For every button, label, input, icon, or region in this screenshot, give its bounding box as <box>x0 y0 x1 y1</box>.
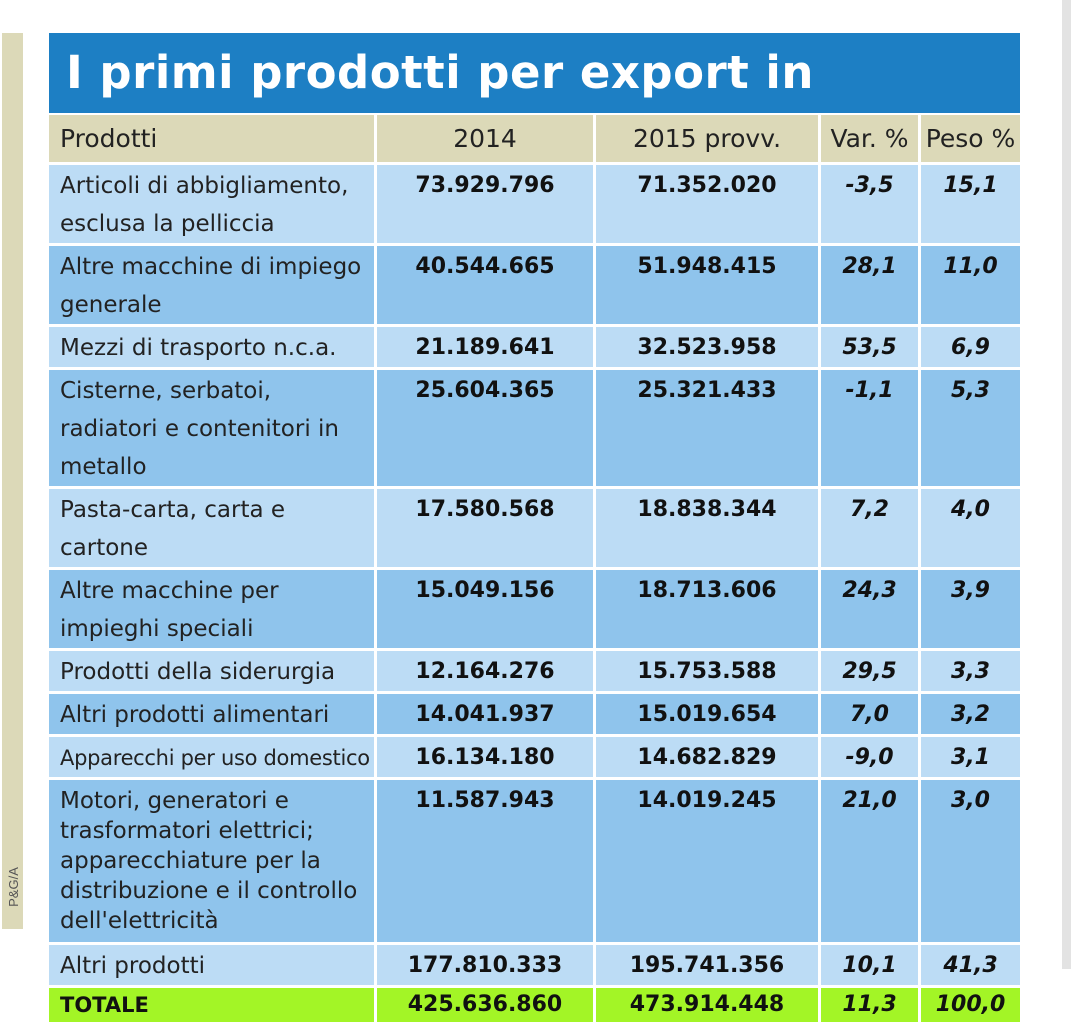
peso-pct: 11,0 <box>921 246 1020 324</box>
total-2015: 473.914.448 <box>596 988 818 1022</box>
peso-pct: 3,0 <box>921 780 1020 942</box>
table-row: Articoli di abbigliamento, esclusa la pe… <box>49 165 1020 243</box>
value-2014: 16.134.180 <box>377 737 593 777</box>
left-margin-rule <box>2 33 23 929</box>
value-2014: 40.544.665 <box>377 246 593 324</box>
product-name: Mezzi di trasporto n.c.a. <box>49 327 374 367</box>
value-2015: 15.753.588 <box>596 651 818 691</box>
value-2015: 18.838.344 <box>596 489 818 567</box>
value-2014: 177.810.333 <box>377 945 593 985</box>
table-row: Altri prodotti alimentari 14.041.937 15.… <box>49 694 1020 734</box>
value-2015: 15.019.654 <box>596 694 818 734</box>
table-row: Mezzi di trasporto n.c.a. 21.189.641 32.… <box>49 327 1020 367</box>
total-peso: 100,0 <box>921 988 1020 1022</box>
col-header-products: Prodotti <box>49 115 374 162</box>
var-pct: 53,5 <box>821 327 918 367</box>
header-row: Prodotti 2014 2015 provv. Var. % Peso % <box>49 115 1020 162</box>
product-name: Altri prodotti <box>49 945 374 985</box>
value-2015: 14.019.245 <box>596 780 818 942</box>
product-name: Motori, generatori e trasformatori elett… <box>49 780 374 942</box>
peso-pct: 3,2 <box>921 694 1020 734</box>
value-2014: 15.049.156 <box>377 570 593 648</box>
table-row: Cisterne, serbatoi, radiatori e contenit… <box>49 370 1020 486</box>
var-pct: -3,5 <box>821 165 918 243</box>
table-row: Altre macchine di impiego generale 40.54… <box>49 246 1020 324</box>
peso-pct: 3,9 <box>921 570 1020 648</box>
var-pct: 21,0 <box>821 780 918 942</box>
product-name: Articoli di abbigliamento, esclusa la pe… <box>49 165 374 243</box>
product-name: Altre macchine di impiego generale <box>49 246 374 324</box>
table-row: Altri prodotti 177.810.333 195.741.356 1… <box>49 945 1020 985</box>
value-2014: 21.189.641 <box>377 327 593 367</box>
value-2015: 71.352.020 <box>596 165 818 243</box>
peso-pct: 5,3 <box>921 370 1020 486</box>
product-name: Pasta-carta, carta e cartone <box>49 489 374 567</box>
total-label: TOTALE <box>49 988 374 1022</box>
var-pct: -1,1 <box>821 370 918 486</box>
product-name: Prodotti della siderurgia <box>49 651 374 691</box>
value-2015: 51.948.415 <box>596 246 818 324</box>
col-header-var: Var. % <box>821 115 918 162</box>
table-row: Motori, generatori e trasformatori elett… <box>49 780 1020 942</box>
value-2014: 12.164.276 <box>377 651 593 691</box>
value-2014: 25.604.365 <box>377 370 593 486</box>
table-row: Altre macchine per impieghi speciali 15.… <box>49 570 1020 648</box>
col-header-peso: Peso % <box>921 115 1020 162</box>
value-2014: 17.580.568 <box>377 489 593 567</box>
value-2014: 73.929.796 <box>377 165 593 243</box>
credit-label: P&G/A <box>6 867 21 907</box>
peso-pct: 3,3 <box>921 651 1020 691</box>
var-pct: 28,1 <box>821 246 918 324</box>
total-2014: 425.636.860 <box>377 988 593 1022</box>
product-name: Altri prodotti alimentari <box>49 694 374 734</box>
var-pct: 7,2 <box>821 489 918 567</box>
value-2015: 18.713.606 <box>596 570 818 648</box>
right-margin-rule <box>1062 0 1071 969</box>
value-2014: 11.587.943 <box>377 780 593 942</box>
col-header-2015: 2015 provv. <box>596 115 818 162</box>
product-name: Cisterne, serbatoi, radiatori e contenit… <box>49 370 374 486</box>
value-2015: 195.741.356 <box>596 945 818 985</box>
value-2015: 14.682.829 <box>596 737 818 777</box>
peso-pct: 15,1 <box>921 165 1020 243</box>
var-pct: 29,5 <box>821 651 918 691</box>
peso-pct: 4,0 <box>921 489 1020 567</box>
peso-pct: 41,3 <box>921 945 1020 985</box>
export-table: Prodotti 2014 2015 provv. Var. % Peso % … <box>46 112 1023 1025</box>
value-2015: 32.523.958 <box>596 327 818 367</box>
col-header-2014: 2014 <box>377 115 593 162</box>
var-pct: 10,1 <box>821 945 918 985</box>
total-var: 11,3 <box>821 988 918 1022</box>
product-name: Altre macchine per impieghi speciali <box>49 570 374 648</box>
total-row: TOTALE 425.636.860 473.914.448 11,3 100,… <box>49 988 1020 1022</box>
table-title: I primi prodotti per export in Spagna <box>49 33 1020 179</box>
product-name: Apparecchi per uso domestico <box>49 737 374 777</box>
table-row: Pasta-carta, carta e cartone 17.580.568 … <box>49 489 1020 567</box>
var-pct: 7,0 <box>821 694 918 734</box>
table-row: Apparecchi per uso domestico 16.134.180 … <box>49 737 1020 777</box>
value-2015: 25.321.433 <box>596 370 818 486</box>
var-pct: -9,0 <box>821 737 918 777</box>
peso-pct: 3,1 <box>921 737 1020 777</box>
value-2014: 14.041.937 <box>377 694 593 734</box>
table-row: Prodotti della siderurgia 12.164.276 15.… <box>49 651 1020 691</box>
var-pct: 24,3 <box>821 570 918 648</box>
peso-pct: 6,9 <box>921 327 1020 367</box>
